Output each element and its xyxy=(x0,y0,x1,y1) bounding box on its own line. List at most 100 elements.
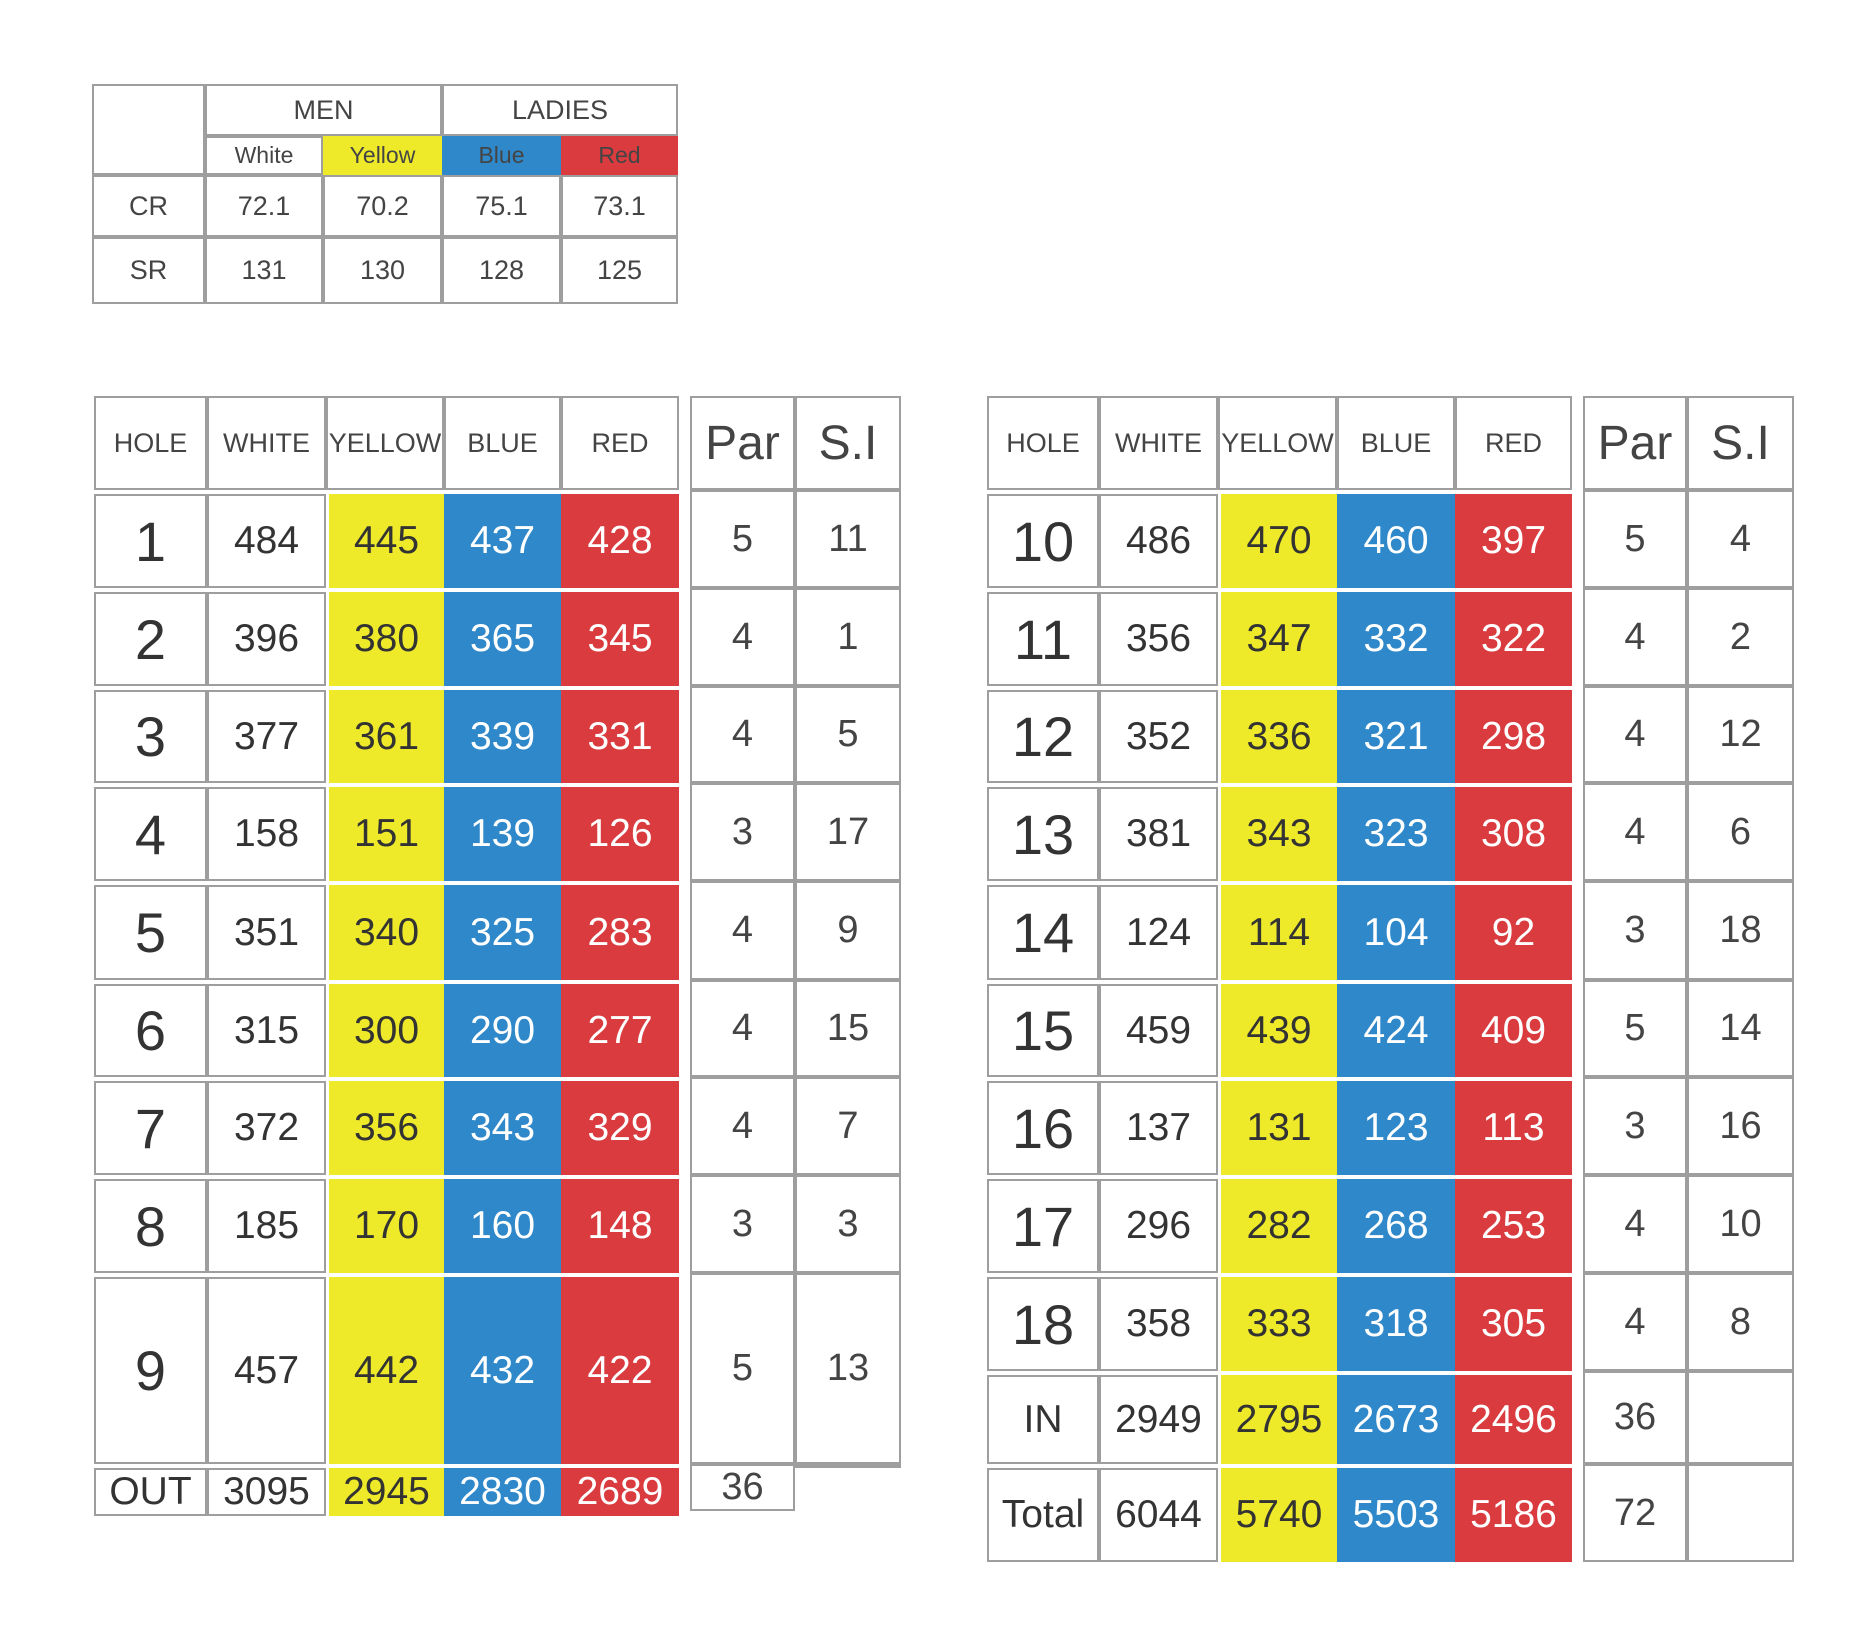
blue-yardage: 104 xyxy=(1337,885,1455,980)
red-yardage: 148 xyxy=(561,1179,679,1273)
white-yardage: 315 xyxy=(207,984,326,1077)
rating-value: 125 xyxy=(561,237,678,304)
column-header-par: Par xyxy=(1583,396,1687,490)
yellow-yardage: 131 xyxy=(1221,1081,1337,1175)
red-yardage: 331 xyxy=(561,690,679,783)
yellow-yardage: 2945 xyxy=(329,1468,444,1516)
rating-row-label: SR xyxy=(92,237,205,304)
yellow-yardage: 5740 xyxy=(1221,1468,1337,1562)
red-yardage: 113 xyxy=(1455,1081,1572,1175)
stroke-index-value: 18 xyxy=(1687,881,1794,980)
par-value: 4 xyxy=(1583,686,1687,783)
par-value: 4 xyxy=(1583,588,1687,686)
white-yardage: 6044 xyxy=(1099,1468,1218,1562)
white-yardage: 372 xyxy=(207,1081,326,1175)
hole-number: 8 xyxy=(94,1179,207,1273)
rating-row-label: CR xyxy=(92,175,205,237)
blue-yardage: 339 xyxy=(444,690,561,783)
tee-header-3: Red xyxy=(561,136,678,175)
tee-header-0: White xyxy=(205,136,323,175)
stroke-index-value: 7 xyxy=(795,1077,901,1175)
stroke-index-value: 15 xyxy=(795,980,901,1077)
hole-number: 14 xyxy=(987,885,1099,980)
hole-number: 4 xyxy=(94,787,207,881)
par-value: 4 xyxy=(1583,1273,1687,1371)
white-yardage: 358 xyxy=(1099,1277,1218,1371)
stroke-index-value: 17 xyxy=(795,783,901,881)
yellow-yardage: 470 xyxy=(1221,494,1337,588)
red-yardage: 277 xyxy=(561,984,679,1077)
stroke-index-value: 13 xyxy=(795,1273,901,1464)
blue-yardage: 123 xyxy=(1337,1081,1455,1175)
hole-number: 12 xyxy=(987,690,1099,783)
blue-yardage: 343 xyxy=(444,1081,561,1175)
par-value: 3 xyxy=(690,783,795,881)
stroke-index-value: 16 xyxy=(1687,1077,1794,1175)
hole-number: 7 xyxy=(94,1081,207,1175)
red-yardage: 409 xyxy=(1455,984,1572,1077)
column-header-red: RED xyxy=(1455,396,1572,490)
par-value: 72 xyxy=(1583,1464,1687,1562)
red-yardage: 2496 xyxy=(1455,1375,1572,1464)
red-yardage: 397 xyxy=(1455,494,1572,588)
blue-yardage: 268 xyxy=(1337,1179,1455,1273)
hole-number: 10 xyxy=(987,494,1099,588)
par-value: 5 xyxy=(690,490,795,588)
par-value: 5 xyxy=(1583,980,1687,1077)
hole-number: 13 xyxy=(987,787,1099,881)
hole-number: 11 xyxy=(987,592,1099,686)
white-yardage: 158 xyxy=(207,787,326,881)
red-yardage: 126 xyxy=(561,787,679,881)
red-yardage: 283 xyxy=(561,885,679,980)
blue-yardage: 325 xyxy=(444,885,561,980)
column-header-white: WHITE xyxy=(207,396,326,490)
par-value: 5 xyxy=(690,1273,795,1464)
white-yardage: 137 xyxy=(1099,1081,1218,1175)
red-yardage: 345 xyxy=(561,592,679,686)
hole-number: 3 xyxy=(94,690,207,783)
yellow-yardage: 343 xyxy=(1221,787,1337,881)
blue-yardage: 365 xyxy=(444,592,561,686)
total-label: IN xyxy=(987,1375,1099,1464)
stroke-index-value: 1 xyxy=(795,588,901,686)
ratings-corner xyxy=(92,84,205,175)
par-value: 3 xyxy=(1583,881,1687,980)
tee-header-1: Yellow xyxy=(323,136,442,175)
white-yardage: 296 xyxy=(1099,1179,1218,1273)
red-yardage: 2689 xyxy=(561,1468,679,1516)
white-yardage: 459 xyxy=(1099,984,1218,1077)
blue-yardage: 318 xyxy=(1337,1277,1455,1371)
yellow-yardage: 114 xyxy=(1221,885,1337,980)
yellow-yardage: 442 xyxy=(329,1277,444,1464)
hole-number: 16 xyxy=(987,1081,1099,1175)
yellow-yardage: 300 xyxy=(329,984,444,1077)
group-header-men: MEN xyxy=(205,84,442,136)
blue-yardage: 332 xyxy=(1337,592,1455,686)
yellow-yardage: 347 xyxy=(1221,592,1337,686)
blue-yardage: 321 xyxy=(1337,690,1455,783)
white-yardage: 356 xyxy=(1099,592,1218,686)
yellow-yardage: 170 xyxy=(329,1179,444,1273)
blue-yardage: 437 xyxy=(444,494,561,588)
yellow-yardage: 356 xyxy=(329,1081,444,1175)
red-yardage: 92 xyxy=(1455,885,1572,980)
red-yardage: 5186 xyxy=(1455,1468,1572,1562)
yellow-yardage: 333 xyxy=(1221,1277,1337,1371)
white-yardage: 2949 xyxy=(1099,1375,1218,1464)
white-yardage: 124 xyxy=(1099,885,1218,980)
yellow-yardage: 445 xyxy=(329,494,444,588)
hole-number: 6 xyxy=(94,984,207,1077)
hole-number: 5 xyxy=(94,885,207,980)
red-yardage: 322 xyxy=(1455,592,1572,686)
blue-yardage: 139 xyxy=(444,787,561,881)
hole-number: 17 xyxy=(987,1179,1099,1273)
yellow-yardage: 282 xyxy=(1221,1179,1337,1273)
par-value: 5 xyxy=(1583,490,1687,588)
par-value: 4 xyxy=(690,881,795,980)
rating-value: 73.1 xyxy=(561,175,678,237)
blue-yardage: 432 xyxy=(444,1277,561,1464)
hole-number: 15 xyxy=(987,984,1099,1077)
par-value: 4 xyxy=(1583,783,1687,881)
yellow-yardage: 340 xyxy=(329,885,444,980)
white-yardage: 351 xyxy=(207,885,326,980)
